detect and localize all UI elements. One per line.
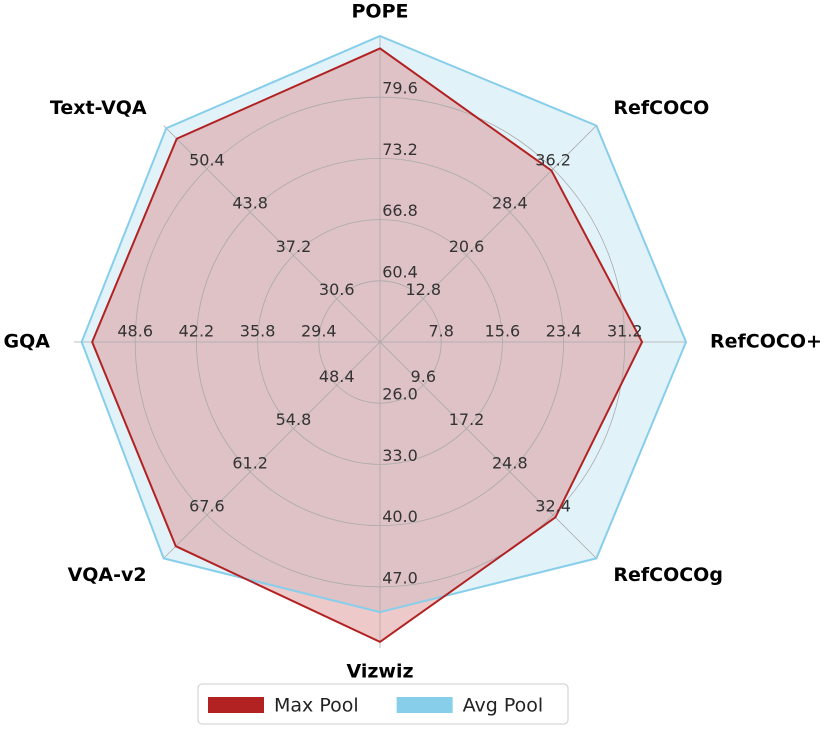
tick-label: 33.0 (382, 446, 418, 465)
tick-label: 31.2 (607, 322, 643, 341)
tick-label: 28.4 (492, 194, 528, 213)
tick-label: 36.2 (535, 150, 571, 169)
axis-spoke (379, 341, 597, 559)
tick-label: 42.2 (179, 322, 215, 341)
tick-label: 61.2 (232, 453, 268, 472)
tick-label: 35.8 (240, 322, 276, 341)
tick-label: 29.4 (301, 322, 337, 341)
category-label: POPE (352, 1, 409, 23)
tick-label: 40.0 (382, 507, 418, 526)
tick-label: 23.4 (546, 322, 582, 341)
tick-label: 54.8 (276, 410, 312, 429)
tick-label: 37.2 (276, 237, 312, 256)
legend-swatch (208, 697, 264, 713)
radar-line (80, 34, 688, 614)
tick-label: 26.0 (382, 385, 418, 404)
tick-label: 48.4 (319, 367, 355, 386)
axis-spoke (379, 125, 597, 343)
tick-label: 15.6 (485, 322, 521, 341)
radar-area (92, 48, 643, 642)
category-label: VQA-v2 (68, 564, 147, 586)
tick-label: 7.8 (428, 322, 453, 341)
tick-label: 17.2 (449, 410, 485, 429)
tick-label: 48.6 (117, 322, 153, 341)
legend-label: Max Pool (274, 695, 359, 717)
legend-swatch (396, 697, 453, 713)
radar-area (81, 36, 686, 613)
tick-label: 50.4 (189, 150, 225, 169)
category-label: Vizwiz (346, 661, 413, 683)
category-label: RefCOCO+ (710, 331, 822, 353)
tick-label: 73.2 (382, 140, 418, 159)
legend: Max Pool Avg Pool (197, 683, 569, 725)
category-label: GQA (4, 331, 51, 353)
legend-frame (197, 683, 569, 725)
tick-label: 20.6 (449, 237, 485, 256)
axis-spoke (163, 125, 381, 343)
category-label: RefCOCO (613, 97, 709, 119)
tick-label: 66.8 (382, 201, 418, 220)
legend-label: Avg Pool (463, 695, 544, 717)
tick-label: 32.4 (535, 497, 571, 516)
tick-label: 47.0 (382, 568, 418, 587)
tick-label: 30.6 (319, 280, 355, 299)
tick-label: 9.6 (411, 367, 436, 386)
tick-label: 43.8 (232, 194, 268, 213)
category-label: Text-VQA (50, 97, 147, 119)
tick-label: 60.4 (382, 262, 418, 281)
tick-label: 67.6 (189, 497, 225, 516)
tick-label: 24.8 (492, 453, 528, 472)
axis-spoke (163, 341, 381, 559)
radar-line (91, 47, 644, 644)
tick-label: 12.8 (405, 280, 441, 299)
category-label: RefCOCOg (613, 564, 723, 586)
tick-label: 79.6 (382, 79, 418, 98)
